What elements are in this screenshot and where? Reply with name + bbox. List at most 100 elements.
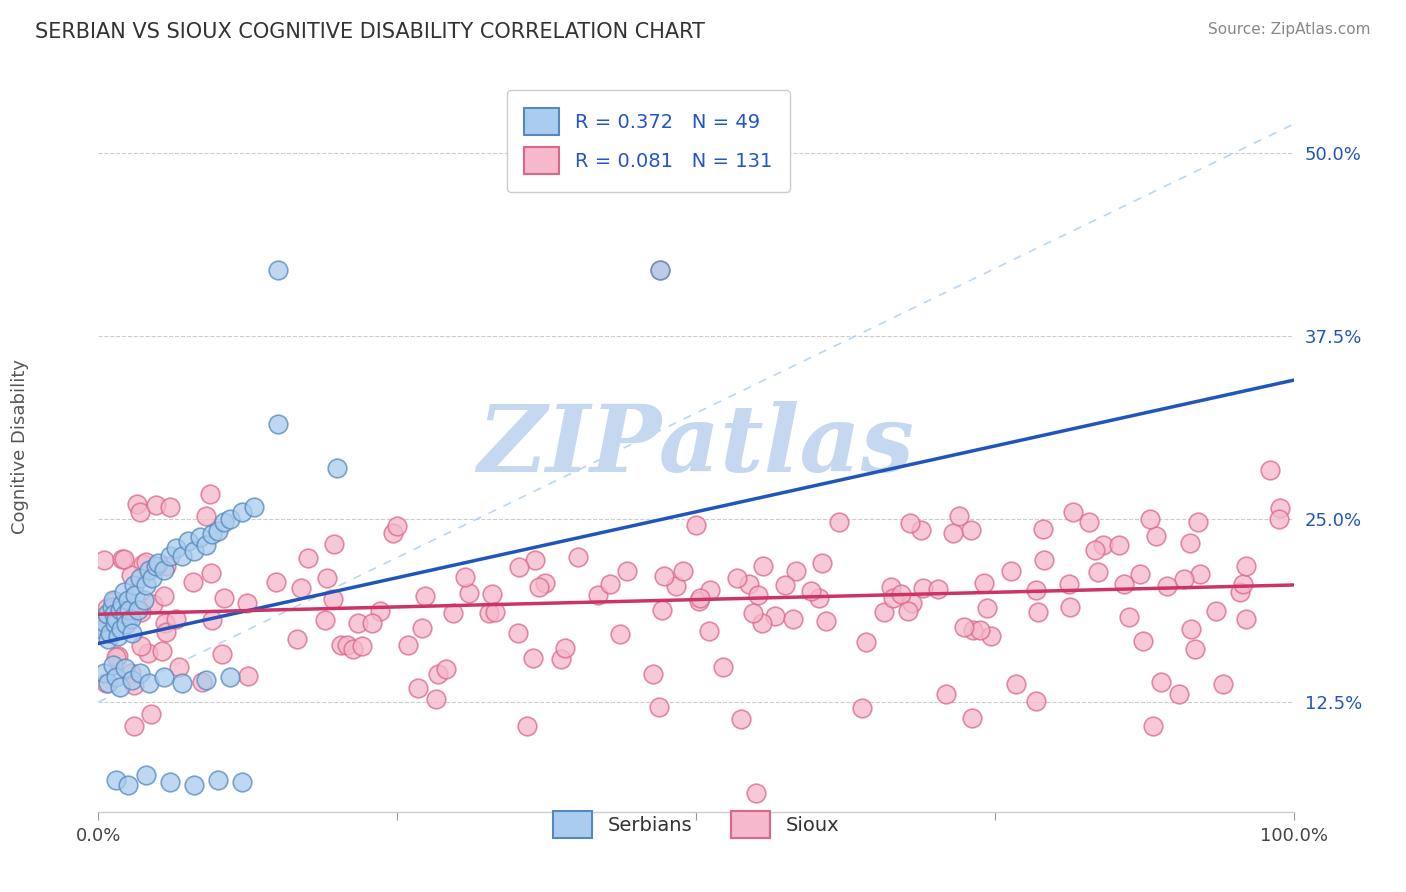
Point (108, 681, 131, 695)
Point (120, 612, 142, 626)
Y-axis label: Cognitive Disability: Cognitive Disability (11, 359, 30, 533)
Point (177, 534, 200, 549)
Point (142, 598, 165, 612)
Point (1129, 567, 1152, 582)
Point (111, 617, 134, 632)
Point (478, 606, 501, 620)
Point (855, 634, 877, 648)
Point (1087, 565, 1109, 579)
Point (117, 612, 139, 626)
Point (742, 606, 765, 620)
Point (98, 626, 122, 640)
Point (800, 584, 823, 599)
Point (890, 586, 912, 600)
Point (775, 578, 797, 592)
Point (172, 676, 194, 690)
Point (665, 579, 688, 593)
Point (782, 612, 804, 626)
Point (616, 564, 638, 578)
Point (533, 575, 555, 590)
Point (115, 617, 138, 632)
Point (1156, 579, 1178, 593)
Point (127, 603, 149, 617)
Point (689, 591, 711, 605)
Point (98, 626, 122, 640)
Point (506, 625, 529, 640)
Point (699, 582, 721, 597)
Point (599, 577, 621, 591)
Point (267, 417, 290, 431)
Point (457, 586, 479, 600)
Point (1187, 515, 1209, 529)
Point (1270, 501, 1292, 516)
Point (1025, 583, 1047, 598)
Point (953, 620, 976, 634)
Point (1173, 572, 1195, 586)
Point (441, 606, 464, 620)
Point (91, 612, 114, 626)
Point (808, 591, 831, 605)
Point (101, 612, 124, 626)
Point (129, 505, 152, 519)
Point (264, 575, 287, 590)
Point (342, 641, 364, 656)
Point (911, 581, 934, 595)
Point (93, 615, 115, 629)
Point (910, 523, 932, 537)
Point (101, 592, 124, 607)
Point (346, 615, 368, 630)
Point (231, 775, 253, 789)
Point (172, 549, 194, 563)
Point (1142, 718, 1164, 732)
Point (117, 778, 139, 792)
Point (648, 263, 672, 277)
Point (1184, 642, 1206, 657)
Point (188, 530, 211, 544)
Point (1114, 576, 1136, 591)
Point (1139, 512, 1161, 526)
Point (236, 668, 259, 682)
Point (688, 593, 710, 607)
Point (105, 615, 128, 629)
Point (873, 605, 896, 619)
Point (586, 588, 609, 602)
Point (651, 603, 673, 617)
Point (124, 578, 146, 592)
Point (524, 553, 547, 567)
Point (107, 648, 129, 663)
Point (132, 592, 155, 607)
Point (101, 603, 124, 617)
Point (285, 632, 308, 646)
Text: ZIPatlas: ZIPatlas (478, 401, 914, 491)
Point (135, 768, 157, 782)
Point (554, 641, 576, 656)
Point (121, 673, 143, 687)
Point (153, 615, 176, 630)
Point (1108, 538, 1130, 552)
Point (91, 622, 114, 636)
Point (114, 661, 136, 675)
Point (685, 517, 707, 532)
Point (567, 549, 589, 564)
Point (183, 778, 205, 792)
Point (880, 580, 903, 594)
Point (108, 603, 131, 617)
Point (96, 600, 118, 615)
Point (145, 558, 167, 573)
Point (145, 498, 167, 512)
Point (195, 539, 218, 553)
Point (104, 617, 127, 632)
Point (236, 596, 259, 610)
Point (1258, 463, 1281, 477)
Point (167, 660, 190, 674)
Point (851, 701, 873, 715)
Point (93, 552, 115, 566)
Point (112, 552, 135, 566)
Point (522, 651, 544, 665)
Point (508, 560, 530, 574)
Point (935, 686, 957, 700)
Point (411, 621, 433, 635)
Point (155, 624, 177, 639)
Point (1132, 634, 1154, 648)
Point (159, 775, 181, 789)
